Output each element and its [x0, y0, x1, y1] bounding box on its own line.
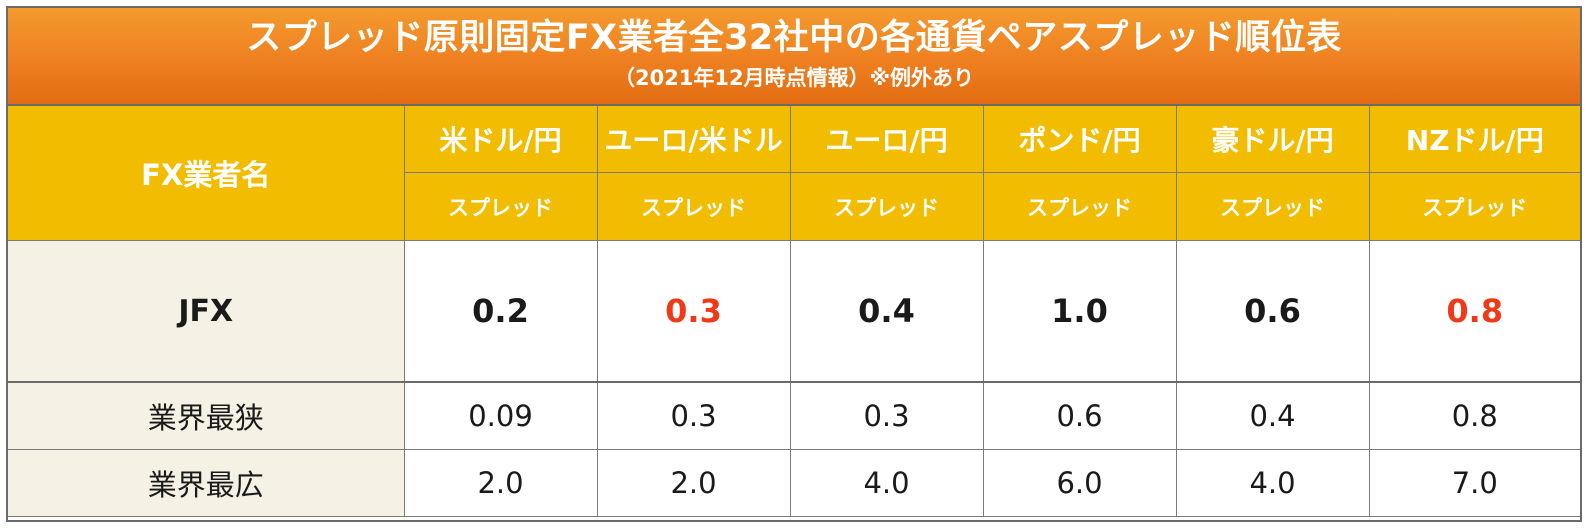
spread-ranking-table: スプレッド原則固定FX業者全32社中の各通貨ペアスプレッド順位表 （2021年1… [6, 6, 1582, 522]
header-pair-eurjpy: ユーロ/円 [789, 106, 984, 173]
spread-value: 2.0 [403, 449, 598, 517]
title-banner: スプレッド原則固定FX業者全32社中の各通貨ペアスプレッド順位表 （2021年1… [8, 8, 1580, 106]
header-row-spread: スプレッド スプレッド スプレッド スプレッド スプレッド スプレッド [8, 172, 1580, 241]
spread-table: FX業者名 米ドル/円 ユーロ/米ドル ユーロ/円 ポンド/円 豪ドル/円 NZ… [8, 106, 1580, 517]
spread-value: 0.3 [789, 381, 984, 450]
header-pair-eurusd: ユーロ/米ドル [596, 106, 791, 173]
spread-value: 0.2 [403, 240, 598, 383]
header-pair-gbpjpy: ポンド/円 [982, 106, 1177, 173]
spread-value: 7.0 [1368, 449, 1580, 517]
label-industry-widest: 業界最広 [8, 449, 405, 517]
table-row-jfx: JFX 0.2 0.3 0.4 1.0 0.6 0.8 [8, 240, 1580, 383]
spread-value-highlighted: 0.8 [1368, 240, 1580, 383]
header-spread-label: スプレッド [1368, 172, 1580, 241]
spread-value: 0.4 [1175, 381, 1370, 450]
table-title: スプレッド原則固定FX業者全32社中の各通貨ペアスプレッド順位表 [246, 18, 1342, 58]
spread-value: 0.09 [403, 381, 598, 450]
header-spread-label: スプレッド [789, 172, 984, 241]
header-company-name: FX業者名 [8, 106, 405, 241]
spread-value: 0.8 [1368, 381, 1580, 450]
spread-value: 0.6 [1175, 240, 1370, 383]
header-row-pairs: FX業者名 米ドル/円 ユーロ/米ドル ユーロ/円 ポンド/円 豪ドル/円 NZ… [8, 106, 1580, 241]
spread-value-highlighted: 0.3 [596, 240, 791, 383]
spread-value: 6.0 [982, 449, 1177, 517]
header-spread-label: スプレッド [596, 172, 791, 241]
header-pair-audjpy: 豪ドル/円 [1175, 106, 1370, 173]
table-subtitle: （2021年12月時点情報）※例外あり [613, 66, 975, 90]
label-industry-narrowest: 業界最狭 [8, 381, 405, 450]
spread-value: 1.0 [982, 240, 1177, 383]
spread-value: 0.6 [982, 381, 1177, 450]
company-name-jfx: JFX [8, 240, 405, 383]
spread-value: 2.0 [596, 449, 791, 517]
spread-value: 4.0 [789, 449, 984, 517]
table-row-narrowest: 業界最狭 0.09 0.3 0.3 0.6 0.4 0.8 [8, 381, 1580, 450]
header-spread-label: スプレッド [404, 172, 598, 241]
table-row-widest: 業界最広 2.0 2.0 4.0 6.0 4.0 7.0 [8, 449, 1580, 517]
header-pair-nzdjpy: NZドル/円 [1368, 106, 1580, 173]
header-spread-label: スプレッド [982, 172, 1177, 241]
header-spread-label: スプレッド [1175, 172, 1370, 241]
spread-value: 4.0 [1175, 449, 1370, 517]
spread-value: 0.4 [789, 240, 984, 383]
spread-value: 0.3 [596, 381, 791, 450]
header-pair-usdjpy: 米ドル/円 [403, 106, 598, 173]
